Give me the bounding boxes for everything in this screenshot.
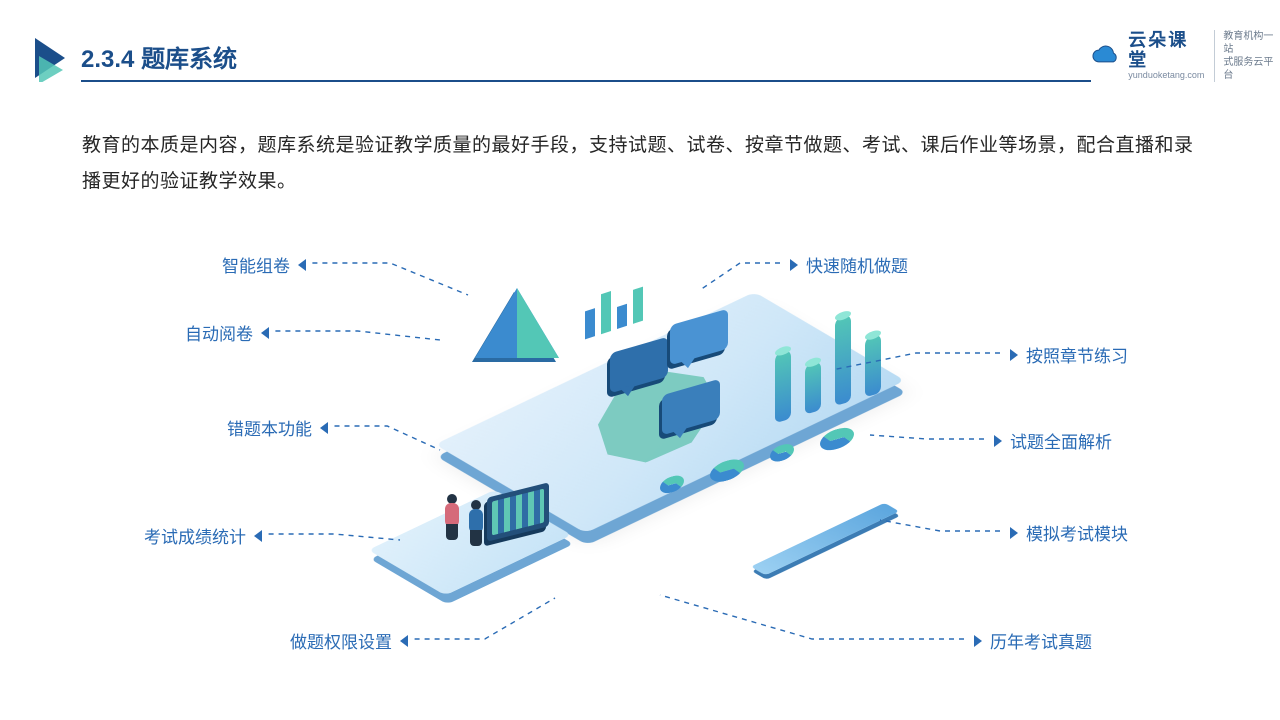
section-title: 2.3.4 题库系统 (81, 39, 1091, 82)
arrow-right-icon (790, 259, 798, 271)
brand-logo: 云朵课堂 yunduoketang.com 教育机构一站 式服务云平台 (1091, 30, 1279, 82)
arrow-left-icon (320, 422, 328, 434)
callout-wrong-book: 错题本功能 (227, 415, 328, 440)
arrow-right-icon (994, 435, 1002, 447)
brand-text: 云朵课堂 yunduoketang.com (1128, 31, 1206, 80)
callout-mock-exam: 模拟考试模块 (1010, 520, 1128, 545)
arrow-left-icon (400, 635, 408, 647)
arrow-left-icon (261, 327, 269, 339)
title-block: 2.3.4 题库系统 (35, 38, 1091, 82)
brand-name: 云朵课堂 (1128, 31, 1206, 71)
feature-diagram: 智能组卷自动阅卷错题本功能考试成绩统计做题权限设置 快速随机做题按照章节练习试题全… (0, 230, 1280, 680)
section-title-text: 题库系统 (141, 46, 237, 73)
description-paragraph: 教育的本质是内容，题库系统是验证教学质量的最好手段，支持试题、试卷、按章节做题、… (82, 128, 1198, 200)
arrow-right-icon (974, 635, 982, 647)
section-number: 2.3.4 (81, 46, 134, 73)
arrow-right-icon (1010, 349, 1018, 361)
arrow-left-icon (298, 259, 306, 271)
bar-chart-icon (585, 281, 643, 340)
progress-bar-shape (751, 503, 899, 575)
callout-chapter-practice: 按照章节练习 (1010, 342, 1128, 367)
callout-past-papers: 历年考试真题 (974, 628, 1092, 653)
pyramid-icon (475, 288, 559, 358)
arrow-right-icon (1010, 527, 1018, 539)
callout-full-analysis: 试题全面解析 (994, 428, 1112, 453)
callout-access-control: 做题权限设置 (290, 628, 408, 653)
slide-header: 2.3.4 题库系统 云朵课堂 yunduoketang.com 教育机构一站 … (35, 30, 1245, 82)
callout-auto-grading: 自动阅卷 (185, 320, 269, 345)
play-arrow-icon (35, 38, 67, 82)
isometric-illustration (395, 270, 935, 620)
cloud-icon (1091, 44, 1120, 68)
callout-quick-random: 快速随机做题 (790, 252, 908, 277)
brand-tagline: 教育机构一站 式服务云平台 (1214, 30, 1279, 82)
brand-url: yunduoketang.com (1128, 71, 1206, 81)
arrow-left-icon (254, 530, 262, 542)
callout-smart-assembly: 智能组卷 (222, 252, 306, 277)
callout-score-stats: 考试成绩统计 (144, 523, 262, 548)
